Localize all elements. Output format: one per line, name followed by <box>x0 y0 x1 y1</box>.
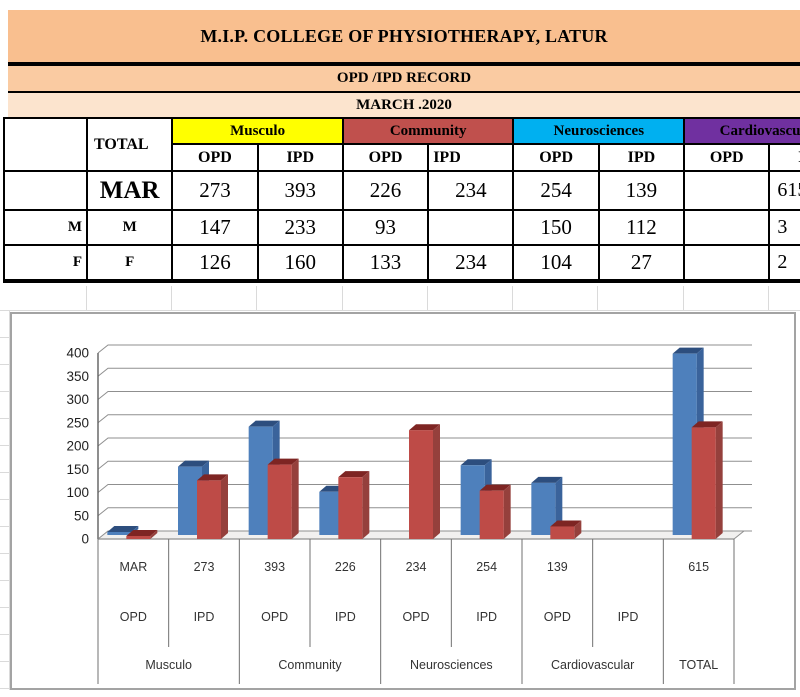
spreadsheet-gridline <box>256 286 257 310</box>
svg-text:Cardiovascular: Cardiovascular <box>551 658 634 672</box>
spreadsheet-gridline <box>512 286 513 310</box>
table-cell[interactable]: 27 <box>599 246 686 281</box>
table-cell[interactable]: F <box>88 246 174 281</box>
table-cell[interactable] <box>685 211 771 246</box>
table-cell[interactable]: 233 <box>258 211 344 246</box>
table-cell[interactable]: M <box>88 211 174 246</box>
svg-text:50: 50 <box>74 508 89 523</box>
subheader-ipd[interactable]: IPD <box>599 145 686 172</box>
opd-ipd-3d-bar-chart: 0 50 100 150 200 250 300 350 400 MAR OPD 273 IPD 393 O… <box>66 344 752 684</box>
table-cell[interactable]: 273 <box>173 172 259 211</box>
table-cell[interactable]: 126 <box>173 246 259 281</box>
table-cell[interactable]: 139 <box>599 172 686 211</box>
svg-text:Musculo: Musculo <box>145 658 192 672</box>
svg-text:615: 615 <box>688 560 709 574</box>
svg-text:100: 100 <box>66 485 89 500</box>
subheader-opd[interactable]: OPD <box>685 145 771 172</box>
table-cell[interactable]: 133 <box>343 246 430 281</box>
subheader-ipd[interactable]: IPD <box>258 145 344 172</box>
page-title[interactable]: M.I.P. COLLEGE OF PHYSIOTHERAPY, LATUR <box>8 10 800 66</box>
table-cell[interactable]: 254 <box>514 172 600 211</box>
spreadsheet-gridline <box>683 286 684 310</box>
spreadsheet-gridline <box>0 310 800 311</box>
table-cell[interactable]: 234 <box>429 172 515 211</box>
svg-text:226: 226 <box>335 560 356 574</box>
svg-text:273: 273 <box>194 560 215 574</box>
svg-text:0: 0 <box>81 532 89 547</box>
subheader-opd[interactable]: OPD <box>514 145 600 172</box>
subheader-opd[interactable]: OPD <box>343 145 430 172</box>
table-cell-total[interactable]: 615 <box>770 172 800 211</box>
svg-text:OPD: OPD <box>120 610 147 624</box>
table-cell-total[interactable]: 3 <box>770 211 800 246</box>
group-header-community[interactable]: Community <box>343 119 515 145</box>
svg-text:350: 350 <box>66 369 89 384</box>
svg-text:IPD: IPD <box>335 610 356 624</box>
table-cell[interactable]: 104 <box>514 246 600 281</box>
svg-text:400: 400 <box>66 346 89 361</box>
month-label[interactable]: MARCH .2020 <box>8 93 800 117</box>
group-header-neurosciences[interactable]: Neurosciences <box>514 119 686 145</box>
table-cell-total[interactable]: 2 <box>770 246 800 281</box>
table-cell[interactable]: 226 <box>343 172 430 211</box>
spreadsheet-gridline <box>597 286 598 310</box>
spreadsheet-gridline <box>427 286 428 310</box>
svg-text:250: 250 <box>66 415 89 430</box>
table-cell[interactable] <box>429 211 515 246</box>
svg-text:200: 200 <box>66 439 89 454</box>
svg-text:IPD: IPD <box>476 610 497 624</box>
spreadsheet-gridlines <box>0 286 800 310</box>
opd-ipd-table: Musculo Community Neurosciences Cardiova… <box>3 117 800 283</box>
table-cell[interactable] <box>685 246 771 281</box>
table-cell[interactable]: 93 <box>343 211 430 246</box>
table-cell[interactable] <box>685 172 771 211</box>
svg-text:139: 139 <box>547 560 568 574</box>
total-header[interactable]: TOTAL <box>88 119 174 172</box>
svg-text:Neurosciences: Neurosciences <box>410 658 493 672</box>
svg-text:234: 234 <box>406 560 427 574</box>
spreadsheet-gridline <box>86 286 87 310</box>
subheader-ipd[interactable]: IPD <box>770 145 800 172</box>
svg-text:MAR: MAR <box>119 560 147 574</box>
spreadsheet-gridlines-left <box>0 311 10 690</box>
svg-text:IPD: IPD <box>618 610 639 624</box>
svg-text:OPD: OPD <box>261 610 288 624</box>
svg-text:254: 254 <box>476 560 497 574</box>
record-subtitle[interactable]: OPD /IPD RECORD <box>8 66 800 93</box>
row-side-label[interactable] <box>5 172 88 211</box>
svg-text:OPD: OPD <box>544 610 571 624</box>
table-cell[interactable]: 160 <box>258 246 344 281</box>
group-header-musculo[interactable]: Musculo <box>173 119 344 145</box>
row-side-label[interactable]: F <box>5 246 88 281</box>
svg-text:IPD: IPD <box>194 610 215 624</box>
table-cell[interactable]: MAR <box>88 172 174 211</box>
subheader-opd[interactable]: OPD <box>173 145 259 172</box>
svg-text:393: 393 <box>264 560 285 574</box>
corner-cell[interactable] <box>5 119 88 172</box>
table-cell[interactable]: 234 <box>429 246 515 281</box>
svg-text:Community: Community <box>278 658 342 672</box>
spreadsheet-gridline <box>171 286 172 310</box>
chart-object[interactable]: 0 50 100 150 200 250 300 350 400 MAR OPD 273 IPD 393 O… <box>10 312 796 690</box>
table-cell[interactable]: 147 <box>173 211 259 246</box>
group-header-cardiovascular[interactable]: Cardiovascular <box>685 119 800 145</box>
svg-text:150: 150 <box>66 462 89 477</box>
table-cell[interactable]: 150 <box>514 211 600 246</box>
table-cell[interactable]: 112 <box>599 211 686 246</box>
spreadsheet-gridline <box>342 286 343 310</box>
table-cell[interactable]: 393 <box>258 172 344 211</box>
svg-text:TOTAL: TOTAL <box>679 658 718 672</box>
spreadsheet-gridline <box>768 286 769 310</box>
svg-text:OPD: OPD <box>402 610 429 624</box>
subheader-ipd[interactable]: IPD <box>429 145 515 172</box>
row-side-label[interactable]: M <box>5 211 88 246</box>
svg-text:300: 300 <box>66 392 89 407</box>
